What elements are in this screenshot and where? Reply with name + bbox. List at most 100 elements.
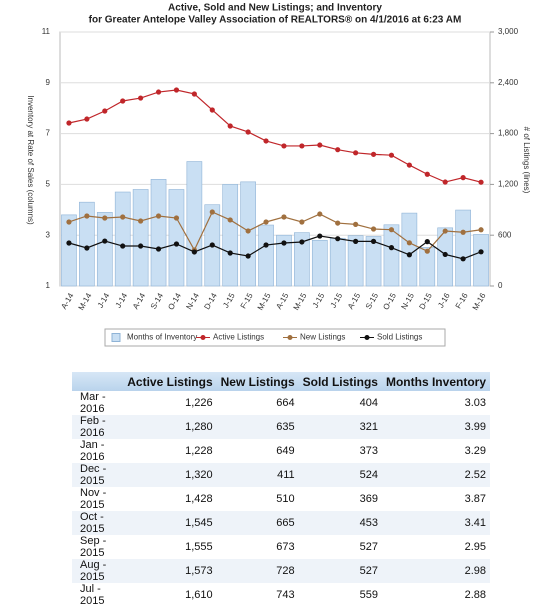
table-cell: 510	[276, 493, 295, 505]
bar	[329, 237, 346, 287]
bar	[294, 232, 310, 287]
legend-swatch	[200, 335, 206, 340]
line	[68, 235, 482, 260]
point	[138, 243, 144, 249]
bar	[365, 236, 382, 287]
table-cell: Mar - 2016	[80, 391, 106, 415]
header-row: Active Listings New Listings Sold Listings…	[72, 372, 490, 391]
table-cell: Dec - 2015	[72, 463, 124, 487]
x-tick-label: N-14	[184, 291, 201, 311]
point	[102, 238, 108, 244]
point	[227, 217, 233, 223]
bar	[240, 181, 256, 287]
header-cell	[72, 372, 124, 391]
point	[370, 238, 377, 244]
y-tick-label: 3	[46, 230, 51, 239]
point	[370, 226, 377, 232]
point	[478, 227, 484, 233]
x-tick-label: N-15	[399, 291, 416, 311]
point	[299, 239, 305, 245]
y2-tick-label: 2,400	[498, 78, 519, 87]
table-cell: 1,428	[185, 493, 213, 505]
point	[155, 246, 162, 252]
y-tick-label: 7	[46, 129, 51, 138]
header-cell: Months Inventory	[381, 372, 490, 391]
chart: Active, Sold and New Listings; and Inven…	[26, 3, 531, 347]
table-cell: 453	[298, 511, 382, 535]
y-tick-label: 9	[46, 78, 51, 87]
point	[173, 87, 180, 93]
table-cell: 1,610	[185, 589, 213, 601]
table-cell: 2.98	[381, 559, 490, 583]
table-cell: 3.03	[464, 397, 486, 409]
point	[227, 250, 233, 256]
x-tick-label: D-15	[417, 291, 434, 311]
bar	[79, 201, 95, 287]
x-tick-label: O-14	[166, 291, 183, 311]
table-row: Mar - 2016 1,226 664 404 3.03	[72, 391, 490, 415]
point	[299, 143, 305, 149]
bar	[96, 212, 113, 287]
point	[155, 89, 162, 95]
point	[281, 214, 287, 220]
x-tick-label: J-15	[221, 291, 237, 309]
table-cell: 3.87	[464, 493, 486, 505]
table-cell: 2.52	[381, 463, 490, 487]
point	[66, 240, 72, 246]
table-row: Sep - 2015 1,555 673 527 2.95	[72, 535, 490, 559]
point	[317, 233, 323, 239]
point	[353, 238, 359, 244]
point	[138, 95, 144, 101]
bar	[473, 234, 489, 287]
table-cell: Jan - 2016	[80, 439, 105, 463]
point	[263, 219, 269, 225]
x-tick-label: J-14	[114, 291, 130, 309]
header-cell: Active Listings	[123, 372, 217, 391]
bar	[186, 161, 203, 287]
bar	[311, 239, 328, 287]
table-cell: 373	[359, 445, 378, 457]
bar	[168, 189, 185, 287]
bar	[401, 212, 418, 287]
point	[102, 108, 108, 114]
y2-tick-label: 3,000	[498, 27, 519, 36]
point	[227, 123, 233, 129]
point	[460, 256, 466, 262]
legend-swatch	[111, 333, 121, 342]
table-row: Jul - 2015 1,610 743 559 2.88	[72, 583, 490, 607]
point	[353, 221, 359, 227]
y2-tick-label: 0	[498, 281, 503, 290]
table-row: Jan - 2016 1,228 649 373 3.29	[72, 439, 490, 463]
point	[335, 236, 341, 242]
point	[281, 240, 287, 246]
table-cell: 1,545	[123, 511, 217, 535]
point	[317, 211, 323, 217]
table-cell: 3.41	[381, 511, 490, 535]
legend-label: Sold Listings	[377, 333, 422, 342]
y-tick-label: 1	[46, 281, 51, 290]
point	[209, 107, 215, 113]
table-cell: Aug - 2015	[72, 559, 124, 583]
point	[263, 242, 269, 248]
x-tick-label: M-15	[256, 291, 273, 312]
bar	[347, 235, 364, 287]
table-cell: 527	[298, 559, 382, 583]
bar	[61, 214, 77, 287]
table-cell: 3.99	[381, 415, 490, 439]
point	[424, 171, 430, 177]
x-tick-label: F-16	[454, 291, 470, 310]
x-tick-label: A-14	[131, 291, 148, 311]
point	[353, 150, 359, 156]
point	[460, 175, 466, 181]
bar	[419, 247, 436, 287]
table-cell: 743	[276, 589, 295, 601]
legend-label: Months of Inventory	[127, 333, 197, 342]
table-cell: 1,226	[185, 397, 213, 409]
legend-swatch	[287, 335, 293, 340]
line	[68, 89, 482, 183]
table-cell: 524	[298, 463, 382, 487]
bar	[455, 209, 471, 287]
table-cell: 728	[216, 559, 299, 583]
point	[66, 120, 72, 126]
data-table: Active Listings New Listings Sold Listings…	[72, 372, 490, 607]
